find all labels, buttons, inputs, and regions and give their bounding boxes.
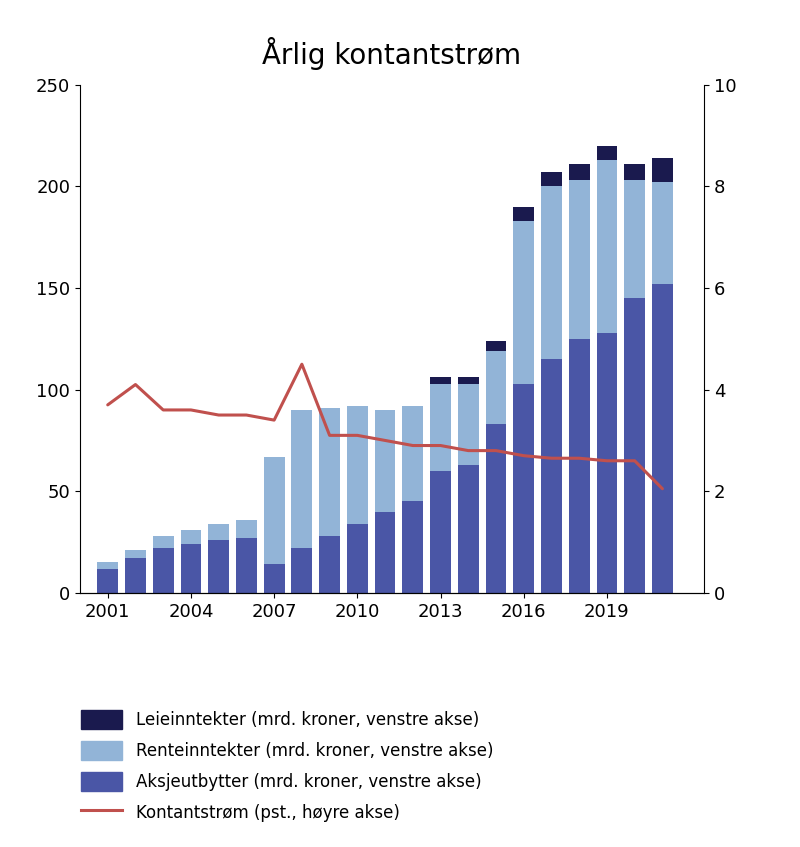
Bar [153, 548, 174, 593]
Bar [541, 186, 562, 359]
Bar [402, 501, 423, 593]
Title: Årlig kontantstrøm: Årlig kontantstrøm [262, 37, 522, 69]
Bar [652, 284, 673, 593]
Bar [208, 523, 229, 540]
Bar [597, 160, 618, 333]
Bar [236, 520, 257, 538]
Bar [514, 221, 534, 384]
Bar [430, 471, 451, 593]
Bar [264, 457, 285, 564]
Bar [514, 384, 534, 593]
Bar [125, 551, 146, 558]
Bar [624, 180, 645, 298]
Bar [652, 182, 673, 284]
Bar [430, 384, 451, 471]
Bar [569, 164, 590, 180]
Bar [153, 536, 174, 548]
Bar [652, 158, 673, 182]
Bar [291, 410, 312, 548]
Bar [458, 384, 478, 465]
Bar [541, 172, 562, 186]
Bar [181, 544, 202, 593]
Bar [98, 568, 118, 593]
Bar [347, 406, 368, 523]
Bar [319, 408, 340, 536]
Bar [597, 333, 618, 593]
Bar [486, 351, 506, 424]
Bar [208, 540, 229, 593]
Bar [291, 548, 312, 593]
Bar [125, 558, 146, 593]
Bar [374, 512, 395, 593]
Bar [597, 146, 618, 160]
Bar [541, 359, 562, 593]
Bar [181, 530, 202, 544]
Bar [569, 180, 590, 339]
Bar [569, 339, 590, 593]
Bar [98, 562, 118, 568]
Bar [458, 465, 478, 593]
Bar [374, 410, 395, 512]
Bar [264, 564, 285, 593]
Bar [486, 340, 506, 351]
Legend: Leieinntekter (mrd. kroner, venstre akse), Renteinntekter (mrd. kroner, venstre : Leieinntekter (mrd. kroner, venstre akse… [72, 701, 502, 830]
Bar [430, 378, 451, 384]
Bar [514, 207, 534, 221]
Bar [458, 378, 478, 384]
Bar [347, 523, 368, 593]
Bar [486, 424, 506, 593]
Bar [319, 536, 340, 593]
Bar [624, 164, 645, 180]
Bar [402, 406, 423, 501]
Bar [236, 538, 257, 593]
Bar [624, 298, 645, 593]
